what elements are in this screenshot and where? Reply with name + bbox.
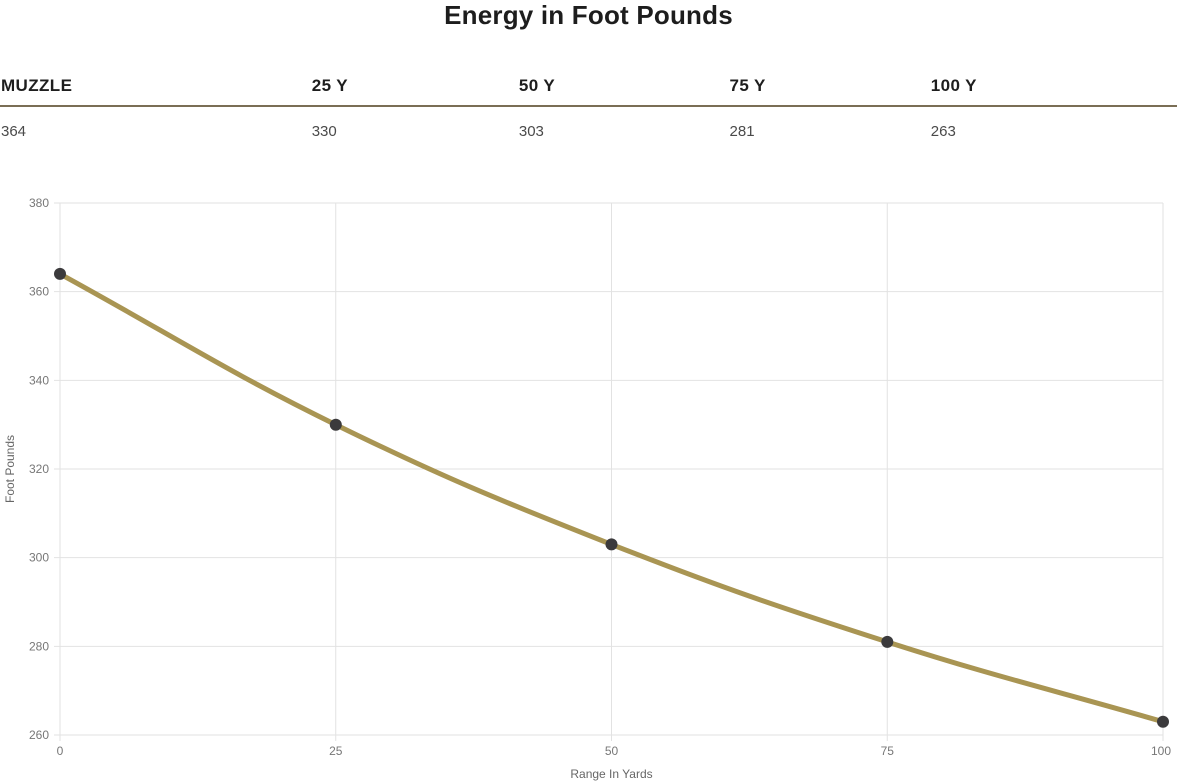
y-tick-label: 360 [29,285,49,299]
x-tick-label: 100 [1151,744,1171,758]
x-tick-label: 75 [881,744,895,758]
page-title: Energy in Foot Pounds [444,0,733,30]
energy-line-chart: 260 280 300 320 340 360 380 0 25 50 75 100 Foot Poun… [0,185,1177,784]
table-value-cell: 364 [1,123,27,140]
table-header-cell: 25 Y [310,74,518,107]
table-value-cell: 281 [729,123,755,140]
ballistics-table: MUZZLE 25 Y 50 Y 75 Y 100 Y 364 330 303 281 263 [0,74,1177,144]
y-tick-label: 320 [29,462,49,476]
y-axis-title: Foot Pounds [3,435,17,503]
y-tick-label: 340 [29,373,49,387]
table-header-cell: 100 Y [929,74,1177,107]
y-tick-label: 380 [29,196,49,210]
chart-canvas: 260 280 300 320 340 360 380 0 25 50 75 100 Foot Poun… [3,196,1171,781]
x-axis-title: Range In Yards [570,767,652,781]
y-tick-label: 280 [29,639,49,653]
table-value-cell: 263 [930,123,956,140]
table-header-cell: 75 Y [728,74,930,107]
x-tick-label: 0 [57,744,64,758]
data-point [54,267,66,280]
data-point [605,538,618,551]
table-value-row: 364 330 303 281 263 [0,106,1177,144]
data-point [1157,715,1169,728]
table-header-cell: 50 Y [517,74,729,107]
table-header-cell: MUZZLE [0,74,311,107]
x-tick-label: 25 [329,744,343,758]
table-header-row: MUZZLE 25 Y 50 Y 75 Y 100 Y [0,74,1177,107]
table-value-cell: 303 [518,123,544,140]
data-point [329,418,342,431]
x-tick-label: 50 [605,744,619,758]
table-value-cell: 330 [311,123,337,140]
data-point [881,635,894,648]
y-tick-label: 260 [29,728,49,742]
y-tick-label: 300 [29,551,49,565]
